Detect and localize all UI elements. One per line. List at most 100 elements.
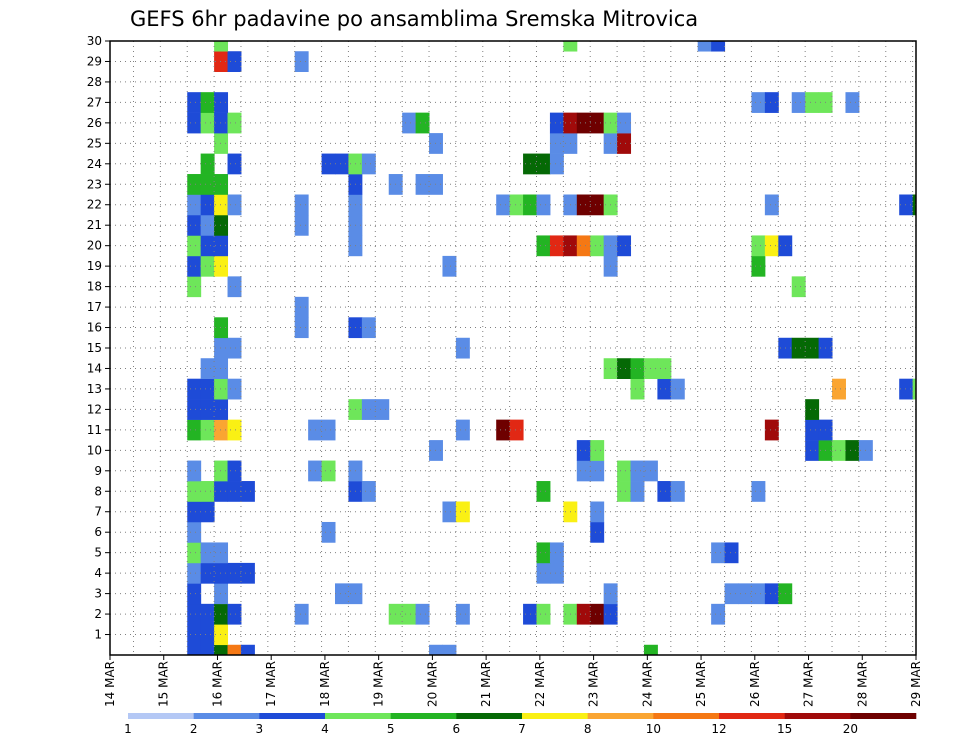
legend-swatch — [784, 713, 851, 719]
legend-label: 8 — [584, 722, 592, 736]
heatmap-cell — [509, 419, 524, 441]
heatmap-cell — [187, 644, 202, 656]
heatmap-cell — [509, 194, 524, 216]
heatmap-cell — [402, 112, 417, 134]
y-tick-label: 30 — [87, 34, 102, 48]
heatmap-cell — [764, 419, 779, 441]
heatmap-cell — [187, 521, 202, 543]
heatmap-cell — [200, 235, 215, 257]
heatmap-cell — [751, 255, 766, 277]
heatmap-cell — [240, 562, 255, 584]
heatmap-cell — [200, 194, 215, 216]
heatmap-cell — [590, 194, 605, 216]
heatmap-cell — [294, 194, 309, 216]
heatmap-cell — [751, 481, 766, 502]
heatmap-cell — [214, 419, 229, 441]
heatmap-cell — [200, 481, 215, 502]
heatmap-cell — [187, 603, 202, 625]
heatmap-cell — [402, 603, 417, 625]
heatmap-cell — [227, 644, 242, 656]
heatmap-cell — [496, 419, 511, 441]
heatmap-cell — [214, 174, 229, 195]
heatmap-cell — [576, 440, 591, 461]
legend-label: 5 — [387, 722, 395, 736]
heatmap-cell — [549, 562, 564, 584]
heatmap-cell — [576, 194, 591, 216]
heatmap-cell — [496, 194, 511, 216]
heatmap-cell — [214, 624, 229, 646]
heatmap-cell — [294, 214, 309, 236]
legend-swatch — [653, 713, 720, 719]
heatmap-cell — [617, 235, 632, 257]
heatmap-cell — [549, 133, 564, 154]
heatmap-cell — [805, 419, 820, 441]
heatmap-cell — [630, 378, 645, 400]
legend-swatch — [850, 713, 917, 719]
heatmap-cell — [187, 399, 202, 420]
y-tick-label: 23 — [87, 177, 102, 191]
y-tick-label: 10 — [87, 443, 102, 457]
y-tick-label: 18 — [87, 280, 102, 294]
heatmap-cell — [805, 92, 820, 113]
heatmap-cell — [590, 501, 605, 523]
heatmap-cell — [697, 41, 712, 52]
heatmap-cell — [187, 624, 202, 646]
heatmap-cell — [187, 481, 202, 502]
heatmap-cell — [200, 419, 215, 441]
heatmap-cell — [576, 603, 591, 625]
x-tick-label: 18 MAR — [318, 661, 332, 707]
heatmap-cell — [200, 174, 215, 195]
y-tick-label: 29 — [87, 54, 102, 68]
heatmap-cell — [200, 255, 215, 277]
x-tick-label: 15 MAR — [157, 661, 171, 707]
heatmap-cell — [214, 337, 229, 359]
heatmap-cell — [227, 562, 242, 584]
heatmap-cell — [791, 92, 806, 113]
x-tick-label: 17 MAR — [264, 661, 278, 707]
heatmap-cell — [187, 235, 202, 257]
heatmap-cell — [200, 378, 215, 400]
heatmap-cell — [415, 174, 430, 195]
heatmap-cell — [617, 481, 632, 502]
y-tick-label: 5 — [94, 546, 102, 560]
heatmap-cell — [617, 112, 632, 134]
heatmap-cell — [187, 214, 202, 236]
heatmap-cell — [294, 296, 309, 318]
heatmap-cell — [576, 112, 591, 134]
heatmap-cell — [576, 235, 591, 257]
heatmap-cell — [536, 542, 551, 564]
heatmap-cell — [751, 583, 766, 605]
heatmap-cell — [227, 276, 242, 298]
heatmap-cell — [764, 235, 779, 257]
heatmap-cell — [455, 419, 470, 441]
y-tick-label: 1 — [94, 628, 102, 642]
heatmap-cell — [227, 378, 242, 400]
y-tick-label: 17 — [87, 300, 102, 314]
legend-label: 6 — [453, 722, 461, 736]
x-tick-label: 26 MAR — [748, 661, 762, 707]
heatmap-cell — [738, 583, 752, 605]
y-tick-label: 13 — [87, 382, 102, 396]
heatmap-cell — [536, 603, 551, 625]
heatmap-cell — [361, 317, 376, 339]
legend-swatch — [325, 713, 391, 719]
legend-swatch — [522, 713, 588, 719]
legend-swatch — [587, 713, 654, 719]
color-legend: 1 2 3 4 5 6 7 8 10 12 15 20 — [124, 713, 917, 736]
heatmap-cell — [214, 644, 229, 656]
heatmap-cell — [845, 440, 860, 461]
heatmap-cell — [590, 521, 605, 543]
y-tick-label: 16 — [87, 321, 102, 335]
heatmap-cell — [187, 583, 202, 605]
heatmap-cell — [415, 603, 430, 625]
legend-label: 1 — [124, 722, 132, 736]
legend-label: 15 — [777, 722, 792, 736]
y-axis-ticks: 1234567891011121314151617181920212223242… — [87, 34, 110, 642]
heatmap-cell — [442, 255, 457, 277]
heatmap-cell — [375, 399, 390, 420]
heatmap-cell — [536, 562, 551, 584]
heatmap-cell — [227, 603, 242, 625]
heatmap-cell — [805, 399, 820, 420]
heatmap-cell — [791, 337, 806, 359]
heatmap-cell — [200, 624, 215, 646]
